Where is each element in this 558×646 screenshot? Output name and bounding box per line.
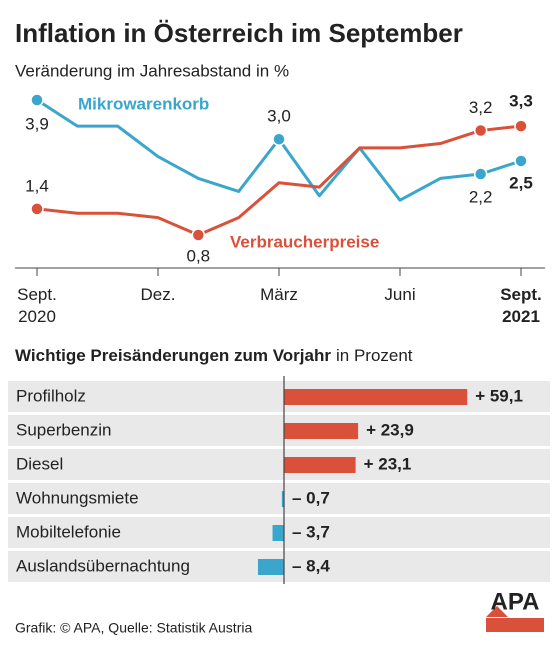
logo-bar bbox=[486, 618, 544, 632]
bar-title-text: Wichtige Preisänderungen zum Vorjahr bbox=[15, 346, 331, 365]
point bbox=[30, 202, 44, 216]
series-line bbox=[36, 124, 522, 237]
series-name: Mikrowarenkorb bbox=[78, 94, 209, 113]
value-label: – 3,7 bbox=[292, 522, 330, 541]
bar bbox=[284, 423, 359, 439]
x-tick-label: März bbox=[260, 285, 298, 304]
value-label: + 23,9 bbox=[366, 420, 414, 439]
category-label: Wohnungsmiete bbox=[16, 488, 139, 507]
category-label: Profilholz bbox=[16, 386, 86, 405]
value-label: + 23,1 bbox=[364, 454, 412, 473]
bar bbox=[284, 457, 356, 473]
value-label: 3,2 bbox=[469, 98, 493, 117]
value-label: 3,9 bbox=[25, 114, 49, 133]
x-tick-label: Sept. 2020 bbox=[17, 285, 57, 326]
logo-mark bbox=[486, 606, 508, 617]
bar-unit: in Prozent bbox=[336, 346, 413, 365]
value-label: 0,8 bbox=[187, 246, 211, 265]
category-label: Mobiltelefonie bbox=[16, 522, 121, 541]
category-label: Superbenzin bbox=[16, 420, 111, 439]
x-tick-label: Sept. 2021 bbox=[500, 285, 542, 326]
point bbox=[272, 132, 286, 146]
bar bbox=[257, 559, 284, 575]
x-tick-label: Juni bbox=[384, 285, 416, 304]
bar bbox=[272, 525, 284, 541]
series-name: Verbraucherpreise bbox=[230, 232, 379, 251]
chart-title: Inflation in Österreich im September bbox=[15, 18, 463, 48]
row-background bbox=[8, 449, 550, 480]
point bbox=[30, 93, 44, 107]
category-label: Diesel bbox=[16, 454, 63, 473]
chart-subtitle: Veränderung im Jahresabstand in % bbox=[15, 61, 289, 80]
x-tick-label: Dez. bbox=[140, 285, 176, 304]
row-background bbox=[8, 483, 550, 514]
source: Grafik: © APA, Quelle: Statistik Austria bbox=[15, 620, 252, 636]
value-label: 1,4 bbox=[25, 176, 49, 195]
value-label: 3,3 bbox=[509, 92, 533, 111]
value-label: – 0,7 bbox=[292, 488, 330, 507]
row-background bbox=[8, 415, 550, 446]
bar-title: Wichtige Preisänderungen zum Vorjahr in P… bbox=[15, 346, 413, 365]
value-label: 2,2 bbox=[469, 188, 493, 207]
point bbox=[514, 154, 528, 168]
bar bbox=[281, 491, 284, 507]
point bbox=[514, 119, 528, 133]
point bbox=[473, 167, 488, 181]
value-label: – 8,4 bbox=[292, 556, 330, 575]
bar bbox=[284, 389, 468, 405]
value-label: + 59,1 bbox=[475, 386, 523, 405]
value-label: 2,5 bbox=[509, 173, 533, 192]
logo: APA bbox=[491, 588, 540, 615]
point bbox=[191, 228, 206, 242]
point bbox=[473, 123, 488, 138]
row-background bbox=[8, 381, 550, 412]
category-label: Auslandsübernachtung bbox=[16, 556, 190, 575]
value-label: 3,0 bbox=[267, 107, 291, 126]
